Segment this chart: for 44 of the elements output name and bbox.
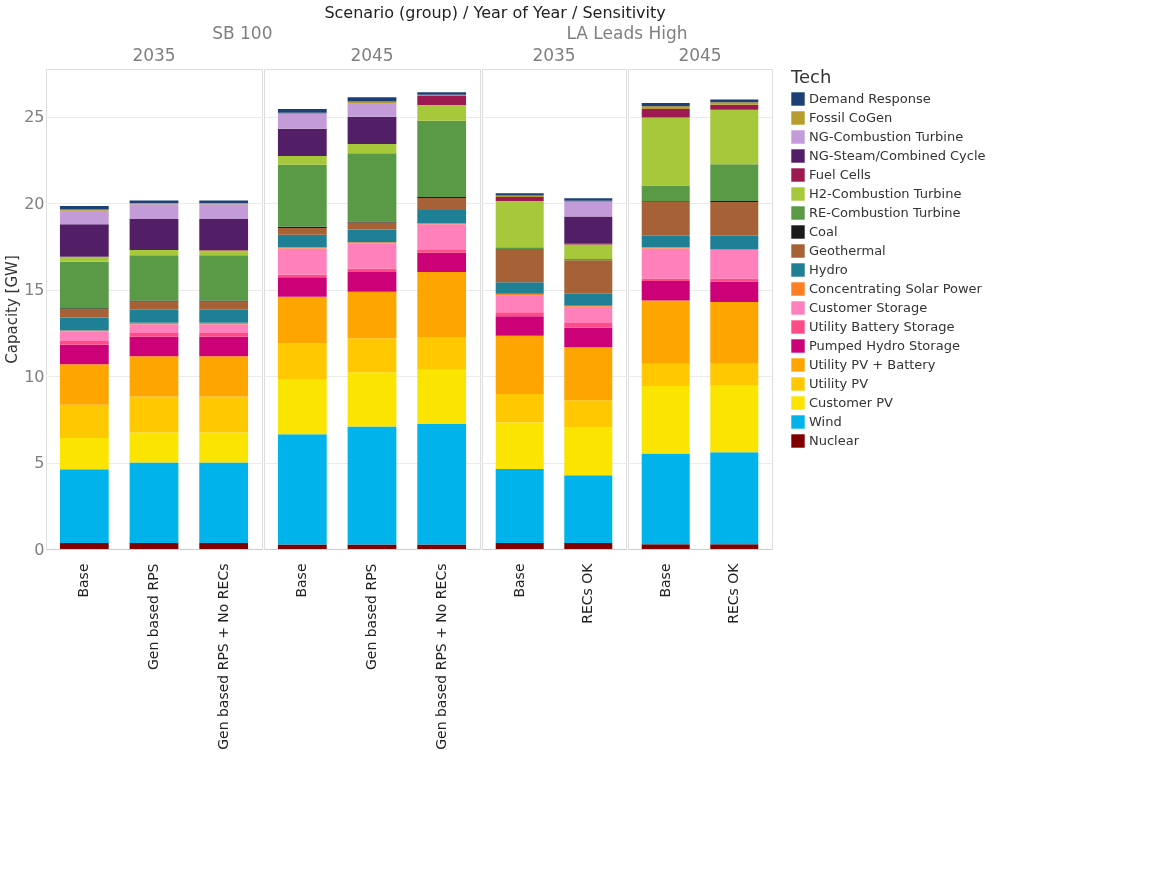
chart-title: 2045 bbox=[678, 45, 722, 65]
x-tick-label: Gen based RPS + No RECs bbox=[214, 563, 231, 750]
y-tick-label: 20 bbox=[24, 193, 45, 213]
x-tick-label: Gen based RPS + No RECs bbox=[432, 563, 449, 750]
legend-title: Tech bbox=[790, 66, 832, 87]
legend-label: RE-Combustion Turbine bbox=[809, 205, 961, 220]
x-tick-label: Base bbox=[510, 563, 527, 598]
y-tick-label: 25 bbox=[24, 107, 45, 127]
x-tick-label: Gen based RPS bbox=[145, 563, 161, 671]
y-axis-title: Capacity [GW] bbox=[3, 255, 22, 364]
legend-label: Utility PV + Battery bbox=[809, 357, 936, 372]
x-tick-label: Base bbox=[656, 563, 673, 598]
legend-label: Utility PV bbox=[809, 376, 869, 391]
legend-label: Hydro bbox=[809, 262, 848, 277]
legend-label: Concentrating Solar Power bbox=[809, 281, 983, 296]
legend-label: Geothermal bbox=[809, 243, 886, 258]
legend-label: NG-Steam/Combined Cycle bbox=[809, 148, 986, 163]
legend-label: Pumped Hydro Storage bbox=[809, 338, 960, 353]
x-tick-label: Base bbox=[75, 563, 92, 598]
legend-label: NG-Combustion Turbine bbox=[809, 129, 964, 144]
y-tick-label: 15 bbox=[24, 280, 45, 300]
legend-label: Demand Response bbox=[809, 91, 931, 106]
y-tick-label: 0 bbox=[34, 539, 45, 559]
legend-label: Fuel Cells bbox=[809, 167, 872, 182]
chart-title: 2035 bbox=[132, 45, 176, 65]
x-tick-label: RECs OK bbox=[725, 562, 742, 624]
y-tick-label: 10 bbox=[24, 366, 45, 386]
x-tick-label: Gen based RPS bbox=[363, 563, 379, 671]
legend-label: Fossil CoGen bbox=[809, 110, 893, 125]
x-tick-label: Base bbox=[293, 563, 310, 598]
chart-title: 2035 bbox=[532, 45, 576, 65]
legend-label: Utility Battery Storage bbox=[809, 319, 955, 334]
text: SB 100 bbox=[212, 22, 273, 43]
text: LA Leads High bbox=[566, 22, 688, 43]
legend-label: Wind bbox=[809, 414, 842, 429]
legend-label: Customer Storage bbox=[809, 300, 928, 315]
legend-label: H2-Combustion Turbine bbox=[809, 186, 962, 201]
legend-label: Customer PV bbox=[809, 395, 894, 410]
y-tick-label: 5 bbox=[34, 453, 45, 473]
text: Scenario (group) / Year of Year / Sensitivity bbox=[324, 2, 666, 22]
legend-label: Nuclear bbox=[809, 433, 860, 448]
x-tick-label: RECs OK bbox=[579, 562, 596, 624]
chart-title: 2045 bbox=[350, 45, 394, 65]
legend-label: Coal bbox=[809, 224, 838, 239]
